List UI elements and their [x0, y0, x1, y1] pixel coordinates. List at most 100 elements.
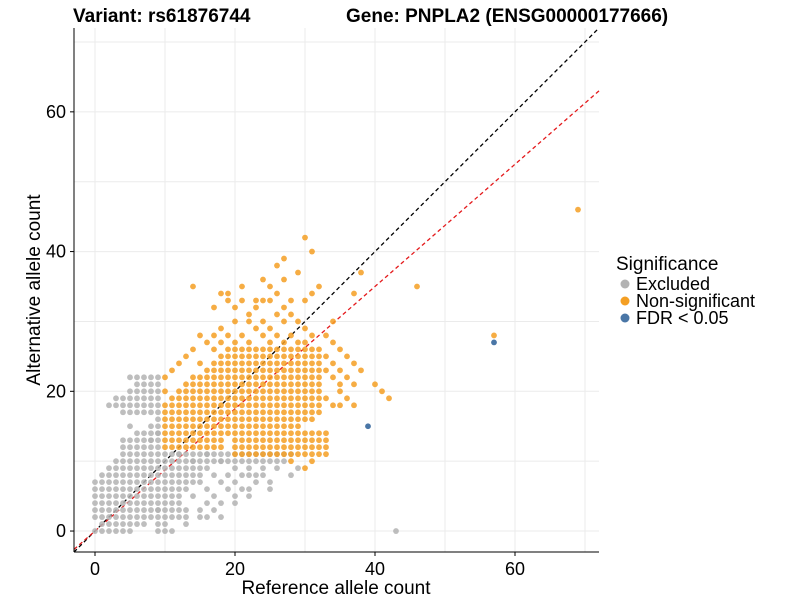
point-non-significant — [260, 332, 266, 339]
point-non-significant — [204, 367, 210, 374]
point-non-significant — [183, 437, 189, 444]
point-non-significant — [197, 332, 203, 339]
point-non-significant — [274, 381, 280, 388]
point-excluded — [197, 514, 203, 520]
point-excluded — [190, 472, 196, 479]
point-excluded — [169, 486, 175, 493]
point-excluded — [120, 472, 126, 479]
point-non-significant — [232, 416, 238, 423]
point-non-significant — [225, 423, 231, 430]
point-non-significant — [197, 416, 203, 423]
point-excluded — [127, 451, 133, 458]
point-non-significant — [274, 416, 280, 423]
point-non-significant — [302, 451, 308, 458]
point-excluded — [253, 479, 259, 486]
point-non-significant — [309, 360, 315, 367]
point-excluded — [92, 528, 98, 534]
point-excluded — [253, 472, 259, 479]
point-excluded — [113, 528, 119, 534]
point-non-significant — [162, 423, 168, 430]
point-excluded — [113, 479, 119, 486]
point-excluded — [120, 395, 126, 402]
point-excluded — [134, 507, 140, 513]
point-non-significant — [218, 325, 224, 332]
point-excluded — [176, 479, 182, 486]
point-non-significant — [253, 430, 259, 437]
point-excluded — [120, 528, 126, 534]
point-non-significant — [211, 416, 217, 423]
point-excluded — [141, 395, 147, 402]
point-non-significant — [267, 451, 273, 458]
point-excluded — [232, 493, 238, 500]
point-excluded — [127, 479, 133, 486]
point-non-significant — [246, 430, 252, 437]
point-non-significant — [197, 444, 203, 451]
data-points — [92, 206, 581, 534]
point-non-significant — [239, 395, 245, 402]
point-non-significant — [274, 346, 280, 353]
point-excluded — [155, 437, 161, 444]
y-tick-label: 60 — [46, 102, 66, 122]
point-non-significant — [253, 381, 259, 388]
point-non-significant — [288, 437, 294, 444]
point-excluded — [267, 486, 273, 493]
point-non-significant — [288, 423, 294, 430]
point-non-significant — [204, 388, 210, 395]
point-non-significant — [162, 402, 168, 409]
point-non-significant — [169, 402, 175, 409]
point-excluded — [120, 465, 126, 472]
point-excluded — [120, 479, 126, 486]
point-non-significant — [169, 423, 175, 430]
point-excluded — [141, 409, 147, 416]
point-non-significant — [260, 416, 266, 423]
point-non-significant — [162, 444, 168, 451]
point-non-significant — [267, 297, 273, 304]
point-excluded — [155, 388, 161, 395]
point-excluded — [225, 486, 231, 493]
point-non-significant — [274, 374, 280, 381]
point-non-significant — [337, 388, 343, 395]
point-non-significant — [197, 360, 203, 367]
point-excluded — [232, 500, 238, 506]
point-excluded — [106, 521, 112, 527]
point-non-significant — [232, 409, 238, 416]
point-excluded — [120, 521, 126, 527]
point-non-significant — [316, 367, 322, 374]
point-non-significant — [239, 444, 245, 451]
point-non-significant — [344, 374, 350, 381]
point-non-significant — [309, 451, 315, 458]
point-excluded — [162, 486, 168, 493]
point-non-significant — [274, 290, 280, 297]
point-non-significant — [232, 346, 238, 353]
point-excluded — [190, 479, 196, 486]
point-excluded — [148, 430, 154, 437]
point-non-significant — [232, 451, 238, 458]
point-non-significant — [414, 283, 420, 290]
point-non-significant — [281, 367, 287, 374]
point-non-significant — [309, 374, 315, 381]
point-excluded — [204, 514, 210, 520]
point-excluded — [176, 486, 182, 493]
point-non-significant — [204, 416, 210, 423]
point-non-significant — [253, 367, 259, 374]
point-non-significant — [267, 367, 273, 374]
point-non-significant — [288, 360, 294, 367]
point-non-significant — [260, 395, 266, 402]
point-non-significant — [274, 262, 280, 269]
point-excluded — [169, 458, 175, 465]
point-excluded — [169, 493, 175, 500]
legend-key-excluded — [620, 279, 630, 289]
point-non-significant — [281, 276, 287, 283]
point-non-significant — [253, 374, 259, 381]
point-non-significant — [253, 325, 259, 332]
point-excluded — [155, 493, 161, 500]
point-non-significant — [190, 402, 196, 409]
point-excluded — [218, 500, 224, 506]
point-excluded — [148, 381, 154, 388]
point-non-significant — [351, 290, 357, 297]
point-excluded — [134, 486, 140, 493]
point-non-significant — [302, 388, 308, 395]
point-non-significant — [351, 402, 357, 409]
point-non-significant — [211, 374, 217, 381]
